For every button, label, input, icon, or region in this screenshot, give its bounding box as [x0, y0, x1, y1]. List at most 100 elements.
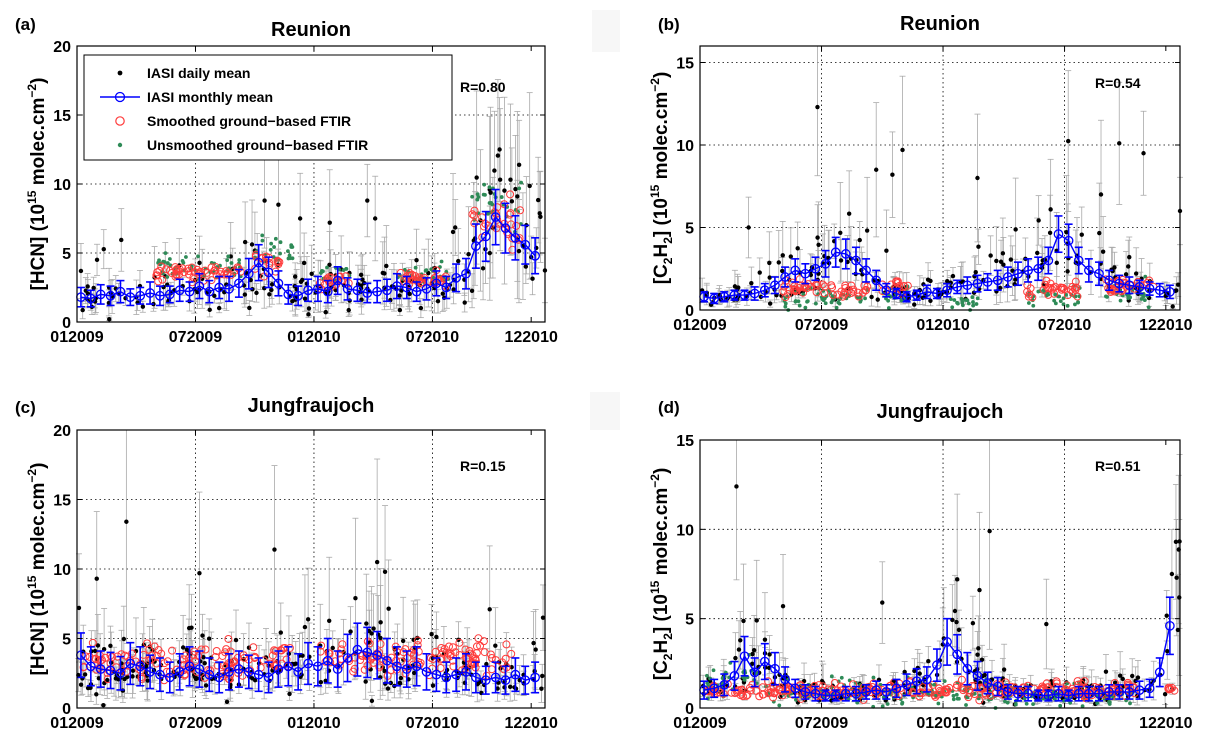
- daily-point: [1164, 613, 1169, 618]
- daily-point: [767, 652, 772, 657]
- smoothed-point: [1028, 293, 1037, 302]
- monthly-point: [184, 661, 195, 672]
- smoothed-point: [233, 263, 242, 272]
- monthly-point: [1053, 229, 1064, 239]
- chart-title: Reunion: [900, 13, 980, 35]
- unsmoothed-point: [475, 192, 480, 197]
- daily-point: [346, 307, 351, 313]
- smoothed-point: [440, 644, 449, 653]
- smoothed-point: [479, 637, 488, 646]
- monthly-point: [95, 664, 106, 674]
- daily-point: [751, 647, 757, 653]
- unsmoothed-point: [499, 195, 504, 199]
- unsmoothed-point: [959, 296, 964, 301]
- x-tick-label: 072009: [169, 715, 222, 732]
- smoothed-point: [117, 666, 126, 675]
- daily-point: [372, 216, 378, 221]
- daily-point: [94, 692, 99, 697]
- daily-point: [1141, 151, 1146, 156]
- unsmoothed-point: [180, 258, 185, 263]
- unsmoothed-point: [948, 297, 953, 302]
- daily-point: [348, 629, 353, 634]
- smoothed-point: [853, 288, 862, 297]
- unsmoothed-point: [1058, 299, 1063, 304]
- monthly-point: [164, 289, 175, 300]
- daily-point: [1066, 138, 1071, 144]
- monthly-point: [942, 285, 952, 296]
- unsmoothed-point: [229, 261, 234, 265]
- smoothed-point: [365, 639, 374, 648]
- monthly-point: [510, 669, 521, 680]
- y-axis-label: [C2H2] (1015 molec.cm−2): [648, 72, 675, 285]
- daily-point: [736, 647, 742, 652]
- daily-point: [890, 172, 895, 177]
- monthly-point: [800, 268, 811, 279]
- smoothed-point: [829, 290, 838, 299]
- daily-point: [1177, 595, 1182, 600]
- daily-point: [212, 293, 217, 299]
- x-tick-label: 122010: [504, 715, 557, 732]
- daily-point: [912, 302, 917, 307]
- monthly-point: [392, 281, 402, 291]
- smoothed-point: [448, 643, 457, 652]
- y-tick-label: 5: [62, 632, 71, 649]
- smoothed-point: [150, 642, 159, 651]
- monthly-point: [293, 667, 304, 677]
- unsmoothed-point: [975, 296, 980, 301]
- smoothed-point: [1066, 285, 1075, 294]
- daily-point: [180, 645, 186, 650]
- daily-point: [82, 672, 88, 677]
- daily-point: [1162, 691, 1168, 697]
- monthly-point: [234, 278, 244, 289]
- daily-point: [202, 660, 207, 666]
- smoothed-point: [451, 648, 460, 657]
- smoothed-point: [841, 281, 850, 290]
- unsmoothed-point: [268, 248, 273, 252]
- daily-point: [1064, 229, 1069, 235]
- daily-point: [493, 643, 498, 648]
- monthly-point: [243, 667, 254, 677]
- unsmoothed-point: [863, 296, 867, 301]
- daily-point: [374, 559, 380, 565]
- daily-point: [484, 661, 489, 667]
- unsmoothed-point: [1128, 295, 1133, 300]
- daily-point: [78, 682, 84, 687]
- daily-point: [327, 618, 332, 623]
- daily-point: [509, 199, 515, 204]
- daily-point: [1133, 271, 1139, 276]
- daily-point: [107, 317, 112, 322]
- daily-point: [509, 664, 514, 670]
- daily-point: [1120, 676, 1125, 682]
- unsmoothed-point: [823, 301, 828, 306]
- x-tick-label: 072009: [795, 317, 848, 334]
- daily-point: [1117, 141, 1122, 146]
- monthly-point: [115, 668, 126, 679]
- daily-point: [516, 162, 522, 168]
- daily-point: [838, 258, 844, 263]
- smoothed-point: [449, 662, 458, 671]
- daily-point: [197, 260, 202, 266]
- daily-point: [495, 153, 501, 158]
- smoothed-point: [1046, 279, 1055, 288]
- panels-group: 0 5 10 15 20 012009 072009 012010 072010 122010 Re…: [15, 13, 1193, 732]
- daily-point: [976, 244, 981, 249]
- daily-point: [1174, 575, 1179, 580]
- unsmoothed-point: [971, 300, 975, 304]
- unsmoothed-point: [260, 238, 265, 243]
- unsmoothed-point: [783, 301, 788, 306]
- daily-point: [276, 202, 281, 207]
- unsmoothed-point: [470, 194, 475, 199]
- panel-0: 0 5 10 15 20 012009 072009 012010 072010 122010 Re…: [15, 15, 558, 346]
- x-tick-label: 012009: [50, 329, 103, 346]
- monthly-point: [362, 647, 373, 658]
- smoothed-point: [94, 655, 103, 664]
- monthly-point: [480, 231, 491, 242]
- daily-point: [233, 637, 239, 643]
- smoothed-point: [163, 657, 172, 666]
- smoothed-point: [437, 644, 446, 653]
- daily-point: [780, 268, 785, 274]
- daily-point: [1123, 272, 1129, 277]
- daily-point: [780, 253, 785, 258]
- daily-point: [456, 258, 461, 264]
- daily-point: [733, 655, 738, 661]
